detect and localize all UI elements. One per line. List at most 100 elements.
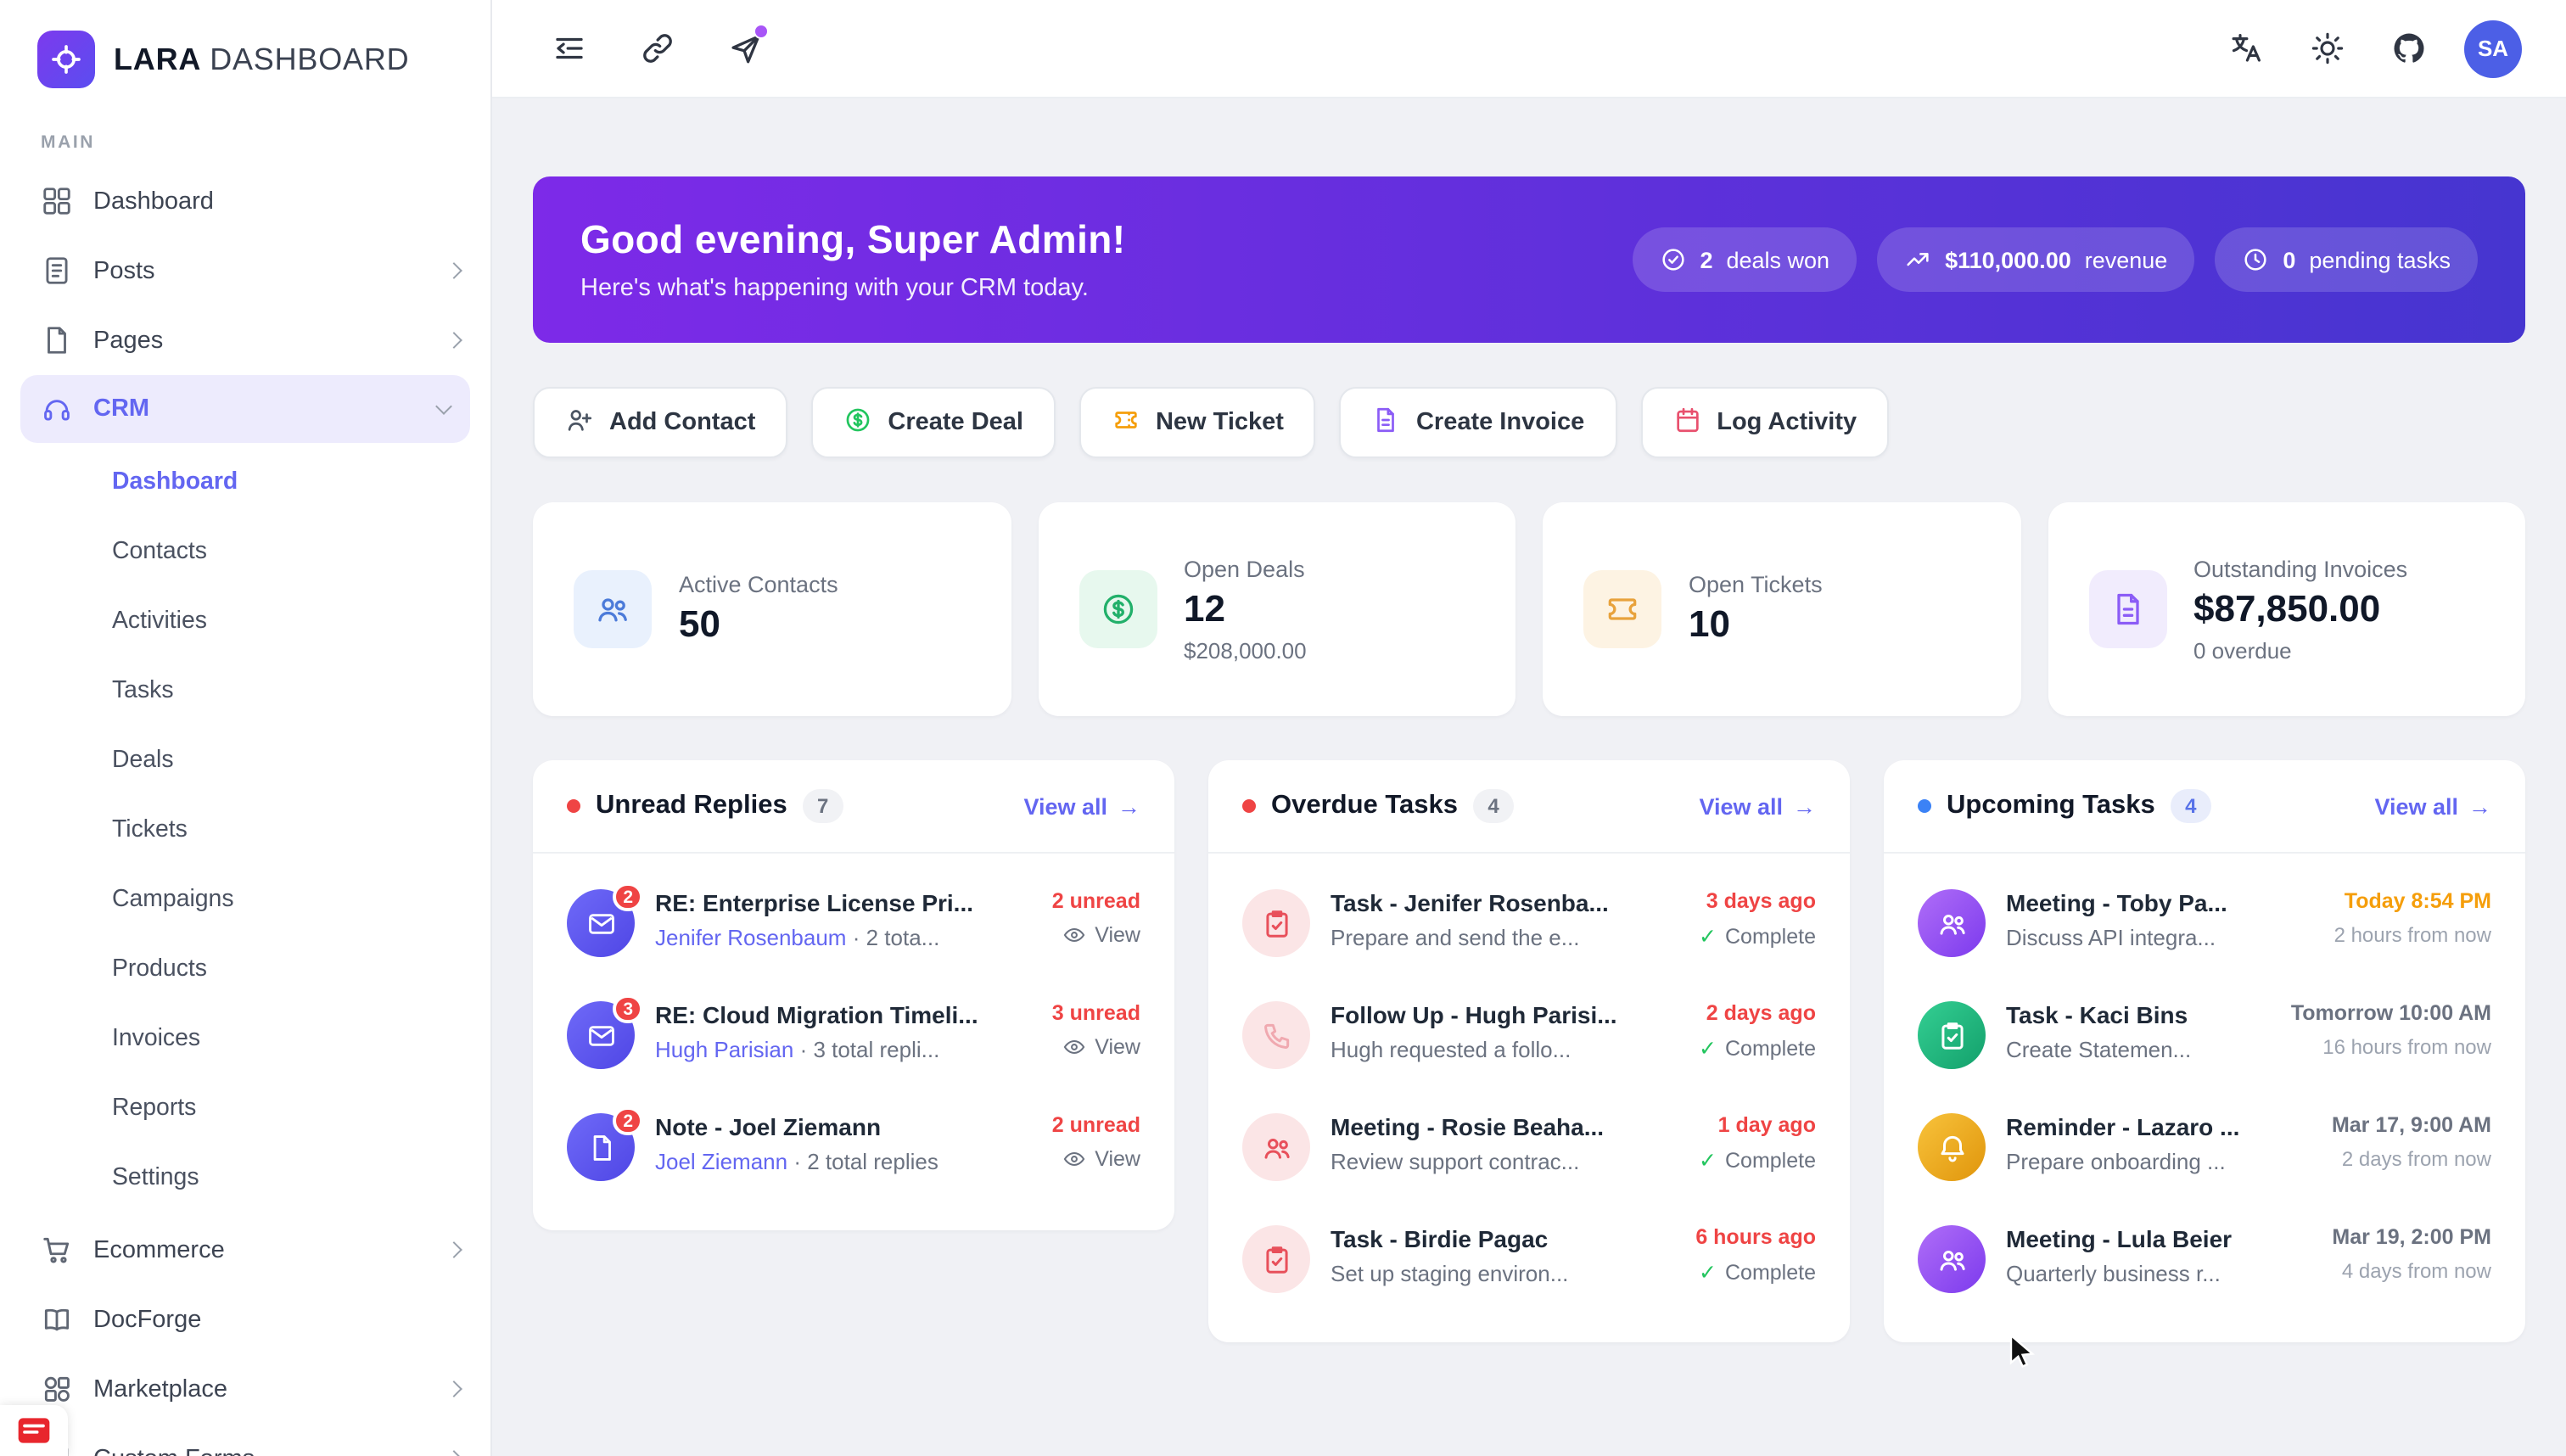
overdue-task-row: Task - Birdie Pagac Set up staging envir…: [1242, 1203, 1816, 1315]
crm-sub-contacts[interactable]: Contacts: [112, 537, 207, 564]
chevron-right-icon: [445, 1380, 462, 1397]
sidebar: LARA DASHBOARD MAIN Dashboard Posts: [0, 0, 492, 1456]
crm-sub-products[interactable]: Products: [112, 955, 207, 982]
sidebar-item-label: DocForge: [93, 1306, 202, 1333]
reply-text: Note - Joel Ziemann Joel Ziemann · 2 tot…: [655, 1113, 938, 1174]
overdue-task-row: Follow Up - Hugh Parisi... Hugh requeste…: [1242, 979, 1816, 1091]
people-icon: [1242, 1113, 1310, 1181]
panel-header: Overdue Tasks 4 View all →: [1208, 760, 1850, 854]
sidebar-item-label: Posts: [93, 257, 155, 284]
unread-count-badge: 2: [613, 1106, 643, 1135]
cart-icon: [41, 1234, 73, 1266]
invoice-icon: [2088, 570, 2166, 648]
complete-button[interactable]: ✓ Complete: [1699, 1260, 1816, 1285]
check-icon: ✓: [1699, 1261, 1717, 1285]
view-all-link[interactable]: View all →: [1023, 793, 1140, 819]
greeting: Good evening, Super Admin!: [580, 217, 1126, 261]
complete-button[interactable]: ✓ Complete: [1699, 1036, 1816, 1061]
complete-button[interactable]: ✓ Complete: [1699, 1148, 1816, 1173]
crm-sub-invoices[interactable]: Invoices: [112, 1024, 201, 1051]
task-text: Meeting - Lula Beier Quarterly business …: [2006, 1225, 2233, 1286]
stat-open-deals: Open Deals 12 $208,000.00: [1038, 502, 1516, 716]
ticket-icon: [1583, 570, 1661, 648]
check-circle-icon: [1661, 249, 1684, 271]
envelope-icon: 3: [567, 994, 643, 1069]
sidebar-collapse-button[interactable]: [543, 23, 594, 74]
sidebar-item-docforge[interactable]: DocForge: [0, 1285, 490, 1354]
stat-text: Active Contacts 50: [679, 572, 838, 645]
create-invoice-button[interactable]: Create Invoice: [1339, 387, 1617, 458]
unread-reply-row: 3 RE: Cloud Migration Timeli... Hugh Par…: [567, 979, 1140, 1091]
view-button[interactable]: View: [1052, 923, 1140, 947]
crm-sub-settings[interactable]: Settings: [112, 1163, 199, 1190]
contacts-icon: [574, 570, 652, 648]
task-text: Follow Up - Hugh Parisi... Hugh requeste…: [1331, 1001, 1617, 1062]
theme-toggle-sun-icon[interactable]: [2301, 23, 2352, 74]
ticket-icon: [1112, 405, 1140, 440]
sidebar-item-custom-forms[interactable]: Custom Forms: [0, 1424, 490, 1456]
crm-sub-tasks[interactable]: Tasks: [112, 676, 174, 703]
task-text: Reminder - Lazaro ... Prepare onboarding…: [2006, 1113, 2240, 1174]
dollar-circle-icon: [1079, 570, 1157, 648]
crm-sub-activities[interactable]: Activities: [112, 607, 207, 634]
new-ticket-button[interactable]: New Ticket: [1079, 387, 1316, 458]
sidebar-item-crm[interactable]: CRM: [20, 375, 470, 443]
debugbar-logo[interactable]: [0, 1405, 68, 1456]
sidebar-item-label: Pages: [93, 327, 164, 354]
announcements-icon[interactable]: [720, 23, 770, 74]
translate-icon[interactable]: [2220, 23, 2271, 74]
panels: Unread Replies 7 View all → 2 RE: Enterpr…: [533, 760, 2525, 1342]
contact-link[interactable]: Joel Ziemann: [655, 1149, 788, 1174]
dollar-circle-icon: [843, 405, 872, 440]
complete-button[interactable]: ✓ Complete: [1699, 924, 1816, 949]
sidebar-item-label: Ecommerce: [93, 1236, 225, 1263]
view-button[interactable]: View: [1052, 1035, 1140, 1059]
view-all-link[interactable]: View all →: [2374, 793, 2491, 819]
crm-sub-reports[interactable]: Reports: [112, 1094, 197, 1121]
github-icon[interactable]: [2383, 23, 2434, 74]
eye-icon: [1063, 927, 1085, 943]
revenue-pill: $110,000.00 revenue: [1877, 227, 2195, 292]
crm-sub-dashboard[interactable]: Dashboard: [112, 468, 238, 495]
crm-sub-tickets[interactable]: Tickets: [112, 815, 188, 843]
sidebar-item-pages[interactable]: Pages: [0, 305, 490, 375]
invoice-icon: [1372, 405, 1401, 440]
note-icon: 2: [567, 1106, 643, 1181]
create-deal-button[interactable]: Create Deal: [811, 387, 1056, 458]
task-text: Task - Birdie Pagac Set up staging envir…: [1331, 1225, 1569, 1286]
log-activity-button[interactable]: Log Activity: [1640, 387, 1890, 458]
stat-active-contacts: Active Contacts 50: [533, 502, 1011, 716]
page-icon: [41, 324, 73, 356]
sidebar-nav: Dashboard Posts Pages CRM: [0, 163, 490, 1456]
check-icon: ✓: [1699, 1037, 1717, 1061]
stat-text: Outstanding Invoices $87,850.00 0 overdu…: [2193, 556, 2408, 663]
crm-submenu: Dashboard Contacts Activities Tasks Deal…: [0, 443, 490, 1215]
arrow-right-icon: →: [1118, 793, 1140, 819]
chevron-down-icon: [435, 398, 452, 415]
app-logo[interactable]: LARA DASHBOARD: [0, 0, 490, 102]
sidebar-item-marketplace[interactable]: Marketplace: [0, 1354, 490, 1424]
stat-outstanding-invoices: Outstanding Invoices $87,850.00 0 overdu…: [2048, 502, 2525, 716]
sidebar-item-posts[interactable]: Posts: [0, 236, 490, 305]
contact-link[interactable]: Hugh Parisian: [655, 1037, 794, 1062]
view-button[interactable]: View: [1052, 1147, 1140, 1171]
panel-body: Task - Jenifer Rosenba... Prepare and se…: [1208, 854, 1850, 1342]
chevron-right-icon: [445, 262, 462, 279]
sidebar-item-dashboard[interactable]: Dashboard: [0, 166, 490, 236]
unread-count-badge: 3: [613, 994, 643, 1023]
crm-sub-deals[interactable]: Deals: [112, 746, 174, 773]
contact-link[interactable]: Jenifer Rosenbaum: [655, 925, 847, 950]
upcoming-task-row: Reminder - Lazaro ... Prepare onboarding…: [1918, 1091, 2491, 1203]
upcoming-task-row: Task - Kaci Bins Create Statemen... Tomo…: [1918, 979, 2491, 1091]
arrow-right-icon: →: [1793, 793, 1816, 819]
add-contact-button[interactable]: Add Contact: [533, 387, 788, 458]
user-avatar[interactable]: SA: [2464, 20, 2522, 77]
link-icon[interactable]: [631, 23, 682, 74]
stat-cards: Active Contacts 50 Open Deals 12 $208,00…: [533, 502, 2525, 716]
crm-sub-campaigns[interactable]: Campaigns: [112, 885, 234, 912]
overdue-tasks-panel: Overdue Tasks 4 View all → Task - Jenifer…: [1208, 760, 1850, 1342]
reply-text: RE: Cloud Migration Timeli... Hugh Paris…: [655, 1001, 978, 1062]
sidebar-item-ecommerce[interactable]: Ecommerce: [0, 1215, 490, 1285]
upcoming-task-row: Meeting - Lula Beier Quarterly business …: [1918, 1203, 2491, 1315]
view-all-link[interactable]: View all →: [1699, 793, 1816, 819]
